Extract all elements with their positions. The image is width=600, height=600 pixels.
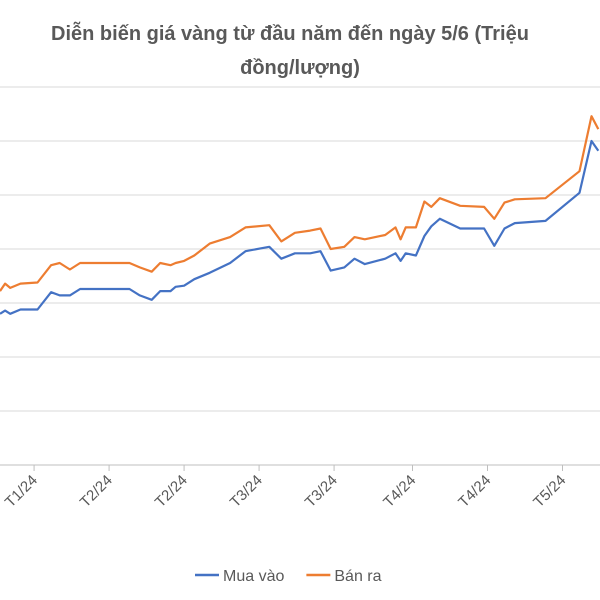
x-tick-label: T4/24 xyxy=(380,472,419,511)
chart-title: Diễn biến giá vàng từ đầu năm đến ngày 5… xyxy=(51,21,529,45)
x-tick-label: T3/24 xyxy=(227,472,266,511)
x-tick-label: T1/24 xyxy=(2,472,41,511)
x-tick-label: T2/24 xyxy=(152,472,191,511)
legend-label: Mua vào xyxy=(223,568,284,585)
legend-label: Bán ra xyxy=(334,568,381,585)
line xyxy=(0,115,600,292)
line xyxy=(0,139,600,315)
x-tick-label: T2/24 xyxy=(77,472,116,511)
x-tick-label: T3/24 xyxy=(302,472,341,511)
x-tick-label: T4/24 xyxy=(455,472,494,511)
x-tick-label: T5/24 xyxy=(530,472,569,511)
chart-title: đồng/lượng) xyxy=(240,57,360,79)
